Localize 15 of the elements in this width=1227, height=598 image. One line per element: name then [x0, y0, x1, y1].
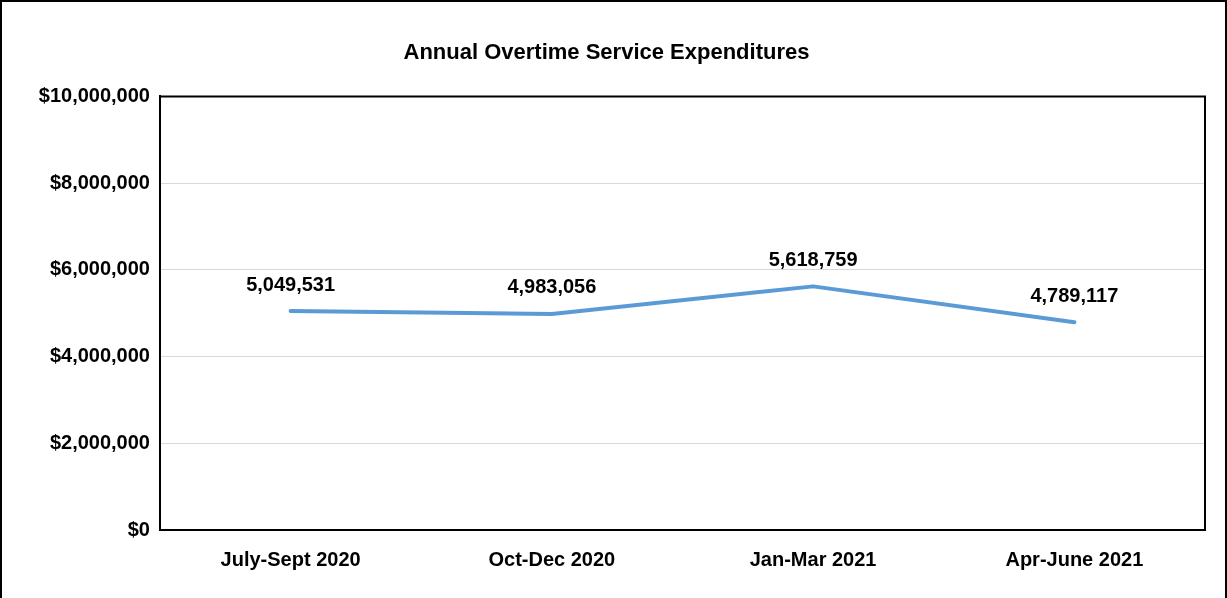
- chart-title: Annual Overtime Service Expenditures: [403, 39, 810, 65]
- x-tick-label: Oct-Dec 2020: [488, 547, 616, 570]
- x-tick-label: Apr-June 2021: [1005, 547, 1144, 570]
- y-tick-label: $0: [127, 517, 150, 540]
- y-tick-label: $2,000,000: [49, 430, 150, 453]
- y-tick-label: $10,000,000: [38, 83, 150, 106]
- y-tick-label: $4,000,000: [49, 344, 150, 367]
- x-tick-label: Jan-Mar 2021: [749, 547, 877, 570]
- y-tick-label: $8,000,000: [49, 170, 150, 193]
- data-label: 5,618,759: [768, 247, 858, 270]
- x-tick-label: July-Sept 2020: [220, 547, 361, 570]
- data-label: 5,049,531: [246, 272, 336, 295]
- data-label: 4,983,056: [507, 275, 597, 298]
- y-tick-label: $6,000,000: [49, 257, 150, 280]
- data-label: 4,789,117: [1030, 283, 1119, 306]
